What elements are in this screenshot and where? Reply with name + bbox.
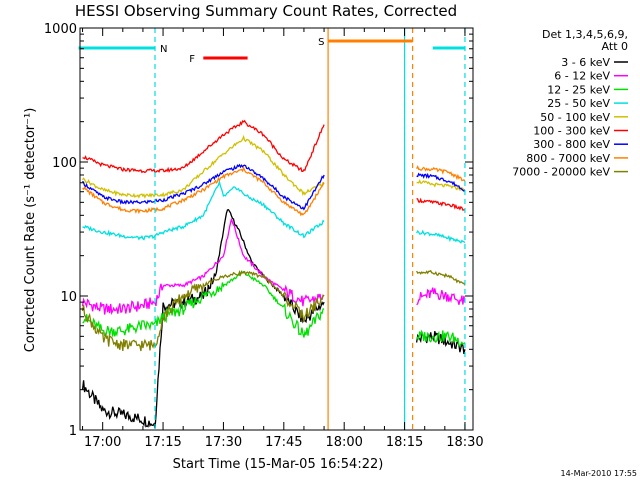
legend-header: Det 1,3,4,5,6,9, xyxy=(542,28,628,41)
series-line xyxy=(416,197,465,211)
y-tick-label: 1 xyxy=(69,424,77,439)
series-line xyxy=(82,119,325,174)
x-axis-label: Start Time (15-Mar-05 16:54:22) xyxy=(173,457,384,472)
legend-label: 25 - 50 keV xyxy=(547,97,610,110)
x-tick-label: 17:15 xyxy=(144,435,181,450)
legend-label: 3 - 6 keV xyxy=(561,56,610,69)
y-axis-label: Corrected Count Rate (s⁻¹ detector⁻¹) xyxy=(23,108,38,353)
series-line xyxy=(416,269,466,286)
series-line xyxy=(82,165,325,217)
series-line xyxy=(416,229,466,244)
footer-date: 14-Mar-2010 17:55 xyxy=(561,469,638,478)
legend-label: 300 - 800 keV xyxy=(533,138,610,151)
x-tick-label: 17:45 xyxy=(265,435,302,450)
series-line xyxy=(416,287,466,306)
series-line xyxy=(416,165,466,182)
series-line xyxy=(82,179,325,241)
legend-header: Att 0 xyxy=(602,40,628,53)
y-tick-label: 100 xyxy=(52,156,77,171)
series-line xyxy=(81,270,325,352)
series-line xyxy=(81,208,325,429)
series-line xyxy=(416,172,466,192)
x-tick-label: 17:30 xyxy=(205,435,242,450)
legend-label: 50 - 100 keV xyxy=(540,111,610,124)
legend-label: 7000 - 20000 keV xyxy=(512,166,610,179)
x-tick-label: 18:30 xyxy=(446,435,483,450)
series-line xyxy=(81,218,325,316)
x-tick-label: 18:15 xyxy=(386,435,423,450)
flag-label: S xyxy=(318,37,324,48)
series-line xyxy=(416,329,466,347)
legend-label: 800 - 7000 keV xyxy=(526,152,610,165)
series-line xyxy=(416,179,466,193)
legend-label: 100 - 300 keV xyxy=(533,125,610,138)
chart-title: HESSI Observing Summary Count Rates, Cor… xyxy=(75,2,457,20)
legend-label: 6 - 12 keV xyxy=(554,70,610,83)
plot-frame xyxy=(79,27,474,431)
flag-label: F xyxy=(189,54,195,65)
legend-label: 12 - 25 keV xyxy=(547,83,610,96)
series-line xyxy=(81,134,325,199)
x-tick-label: 18:00 xyxy=(325,435,362,450)
x-tick-label: 17:00 xyxy=(84,435,121,450)
series-line xyxy=(82,271,325,338)
y-tick-label: 10 xyxy=(60,290,77,305)
series-line xyxy=(82,163,325,211)
y-tick-label: 1000 xyxy=(44,22,77,37)
flag-label: N xyxy=(160,44,167,55)
